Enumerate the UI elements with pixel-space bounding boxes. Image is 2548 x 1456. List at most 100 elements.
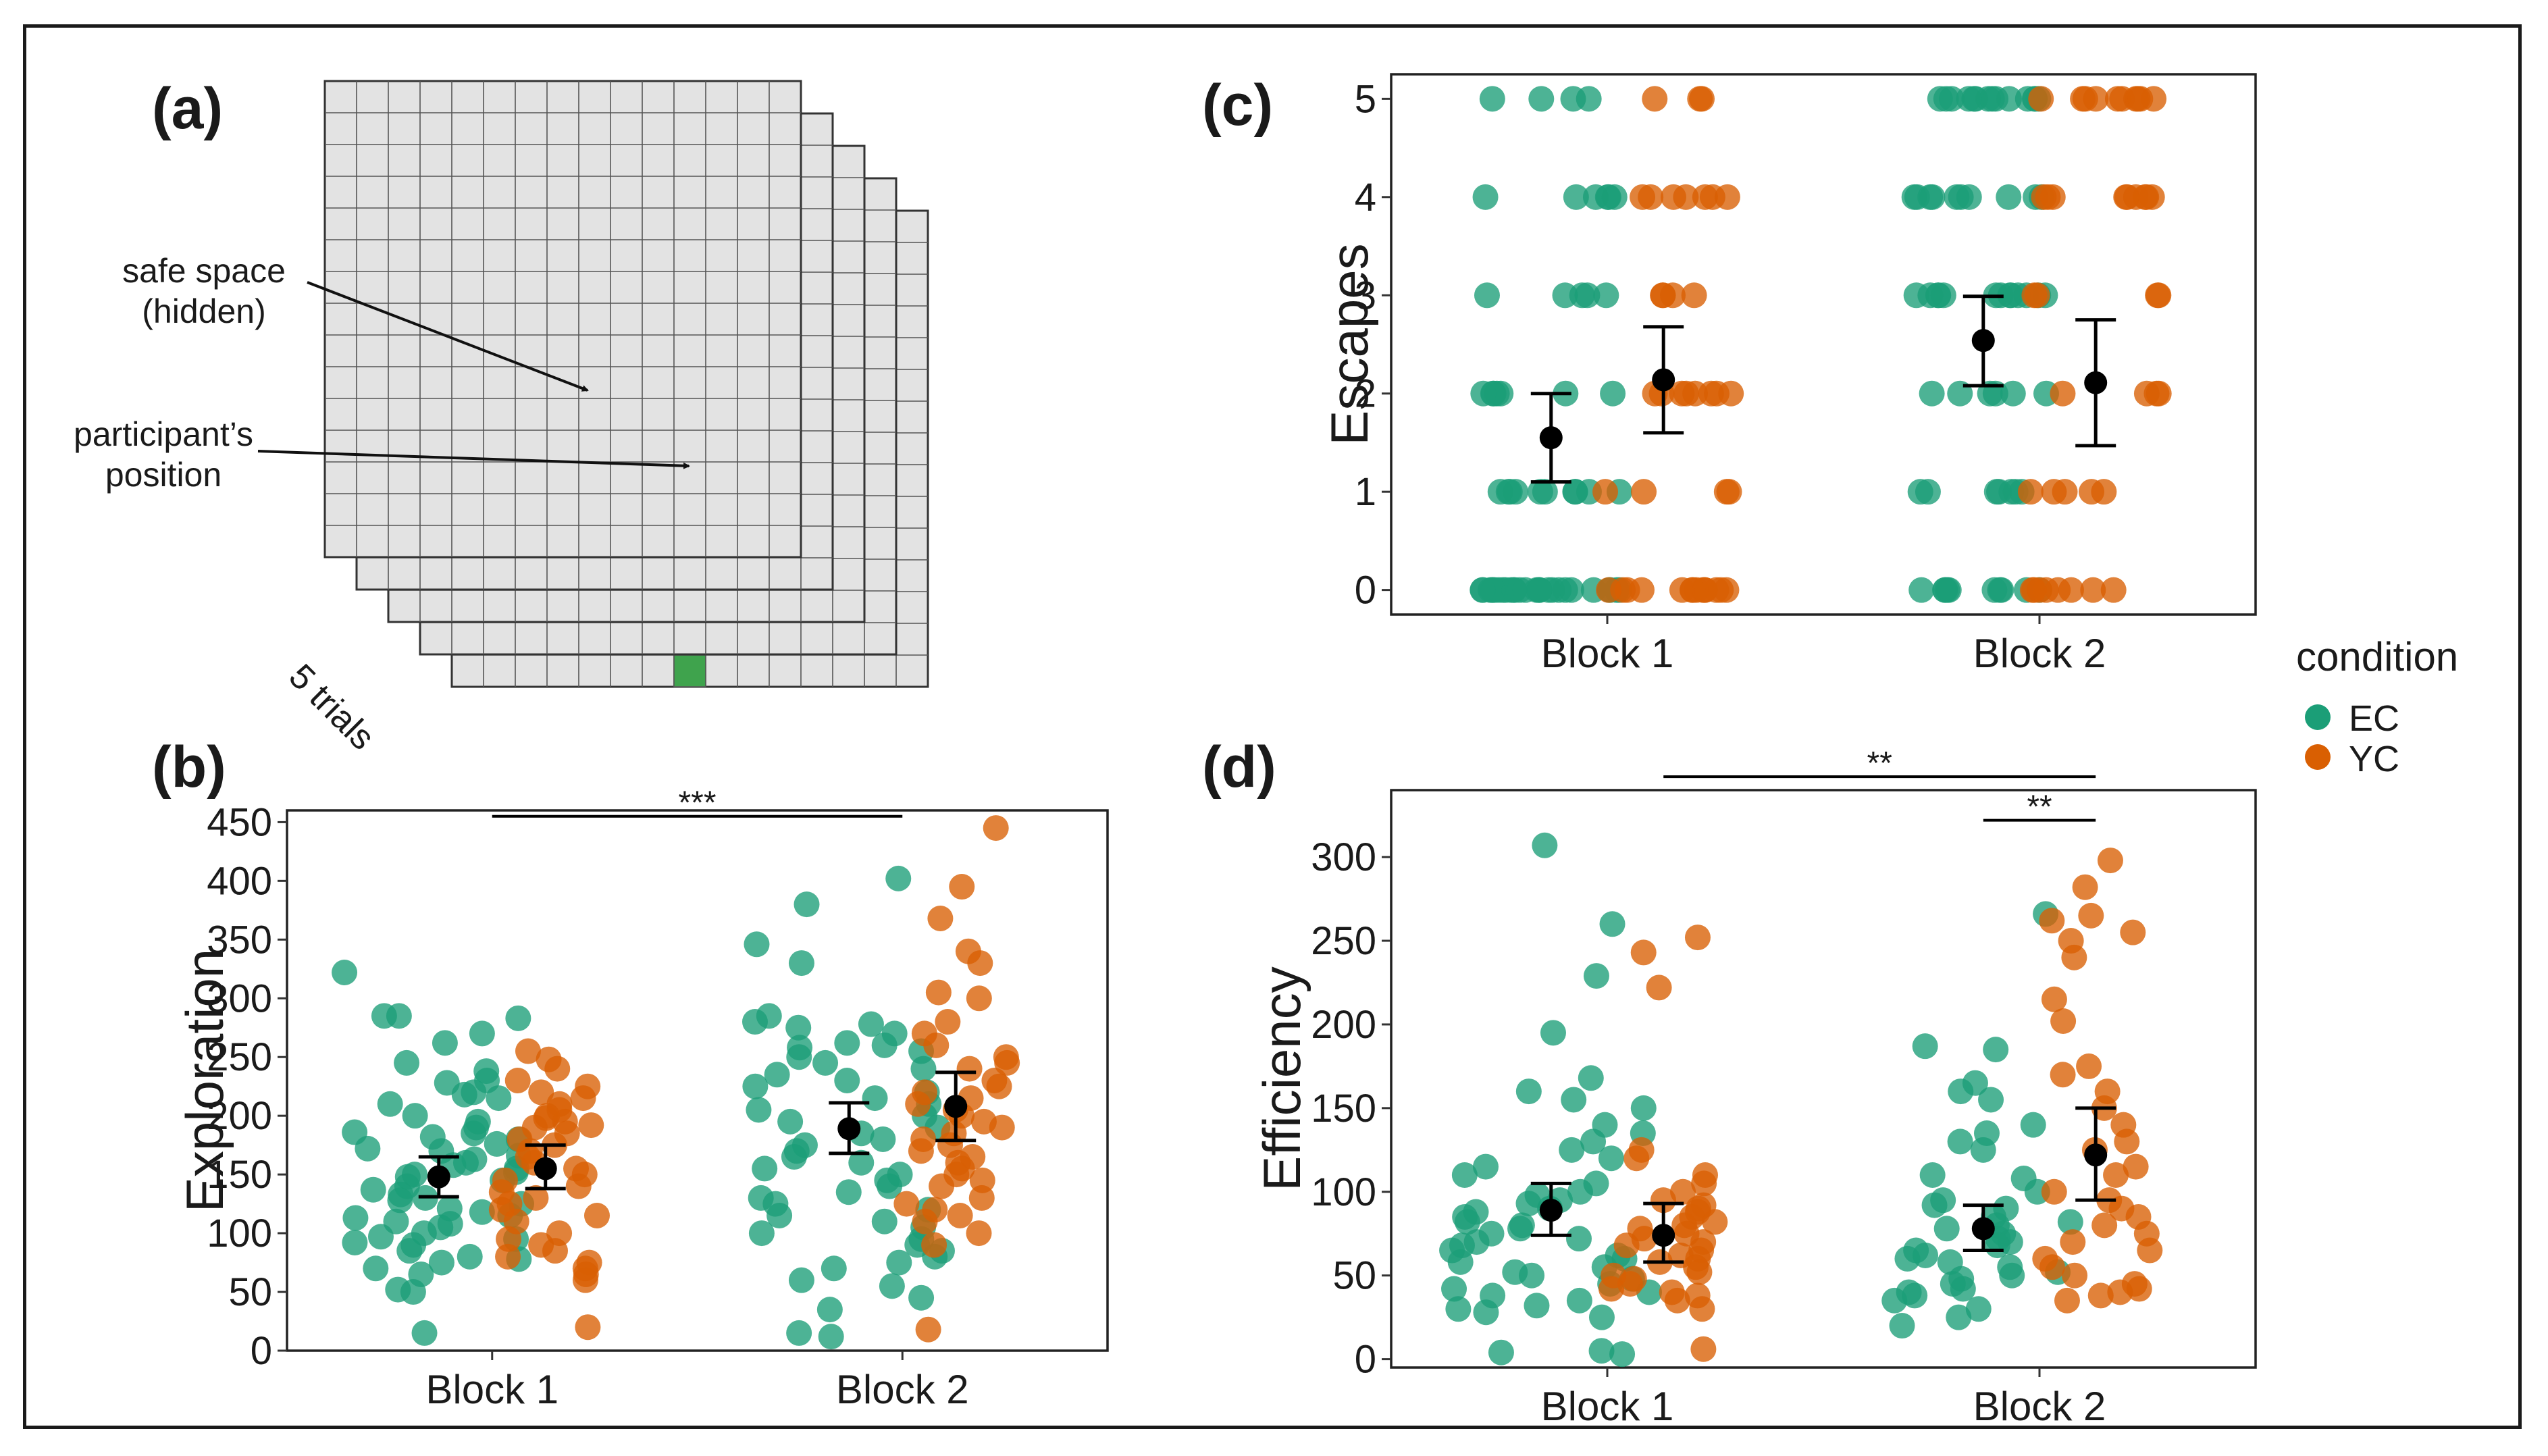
data-point-yc bbox=[2127, 86, 2154, 112]
data-point-ec bbox=[1599, 911, 1626, 937]
data-point-ec bbox=[871, 1208, 898, 1234]
y-tick-label: 2 bbox=[1355, 372, 1376, 416]
data-point-yc bbox=[2017, 479, 2044, 505]
data-point-yc bbox=[967, 950, 993, 977]
data-point-ec bbox=[1988, 577, 2014, 603]
trial-grid-stack bbox=[323, 80, 929, 688]
data-point-yc bbox=[542, 1238, 569, 1264]
data-point-ec bbox=[908, 1284, 935, 1311]
data-point-ec bbox=[1999, 1262, 2025, 1289]
data-point-ec bbox=[777, 1108, 804, 1135]
data-point-ec bbox=[1559, 1137, 1585, 1163]
participant-position-label-2: position bbox=[105, 456, 222, 494]
mean-point bbox=[1971, 329, 1995, 353]
data-point-yc bbox=[1623, 1145, 1650, 1172]
data-point-ec bbox=[332, 960, 358, 985]
data-point-ec bbox=[748, 1220, 775, 1247]
data-point-ec bbox=[484, 1130, 510, 1157]
data-point-ec bbox=[1894, 1245, 1921, 1272]
data-point-ec bbox=[1580, 1128, 1607, 1155]
data-point-yc bbox=[1642, 86, 1668, 112]
data-point-yc bbox=[570, 1085, 596, 1112]
x-tick-label: Block 2 bbox=[1973, 1384, 2106, 1429]
data-point-yc bbox=[1614, 577, 1640, 603]
data-point-yc bbox=[495, 1243, 521, 1270]
data-point-yc bbox=[2072, 86, 2098, 112]
data-point-yc bbox=[923, 1032, 950, 1058]
y-tick-label: 50 bbox=[228, 1270, 272, 1314]
data-point-yc bbox=[2045, 577, 2071, 603]
data-point-ec bbox=[781, 1144, 807, 1170]
data-point-yc bbox=[2120, 919, 2146, 945]
data-point-ec bbox=[486, 1085, 512, 1112]
data-point-yc bbox=[2103, 1162, 2129, 1188]
data-point-ec bbox=[818, 1324, 844, 1350]
data-point-ec bbox=[1561, 1087, 1587, 1113]
figure-frame bbox=[23, 24, 2522, 1429]
data-point-yc bbox=[905, 1091, 931, 1117]
data-point-ec bbox=[1902, 1282, 1928, 1309]
data-point-ec bbox=[848, 1149, 875, 1176]
data-point-ec bbox=[1583, 963, 1609, 989]
y-tick-label: 400 bbox=[207, 859, 272, 903]
data-point-yc bbox=[2104, 86, 2131, 112]
data-point-ec bbox=[816, 1297, 843, 1323]
data-point-ec bbox=[342, 1205, 369, 1231]
data-point-ec bbox=[1908, 577, 1935, 603]
legend-yc-swatch bbox=[2305, 744, 2331, 770]
data-point-yc bbox=[966, 1220, 992, 1247]
mean-point bbox=[1539, 1199, 1563, 1222]
data-point-yc bbox=[968, 1185, 995, 1211]
data-point-ec bbox=[788, 950, 814, 977]
data-point-ec bbox=[1903, 282, 1929, 309]
x-tick-label: Block 2 bbox=[1973, 631, 2106, 676]
data-point-ec bbox=[1950, 1276, 1976, 1302]
data-point-yc bbox=[2039, 908, 2065, 934]
mean-point bbox=[1652, 1224, 1675, 1247]
data-point-yc bbox=[983, 815, 1009, 841]
data-point-yc bbox=[989, 1114, 1015, 1141]
data-point-ec bbox=[1507, 1216, 1534, 1242]
data-point-ec bbox=[788, 1267, 814, 1293]
data-point-ec bbox=[786, 1044, 812, 1070]
data-point-yc bbox=[2080, 577, 2106, 603]
chart-exploration: 0 50 100 150 200 250 300 350 400 450 Block 1 Block … bbox=[175, 785, 1109, 1412]
trial-grid-background bbox=[323, 80, 802, 558]
data-point-ec bbox=[910, 1056, 937, 1082]
y-tick-label: 0 bbox=[1355, 569, 1376, 613]
data-point-ec bbox=[1983, 1037, 2009, 1063]
data-point-ec bbox=[1912, 1033, 1938, 1060]
data-point-ec bbox=[1474, 282, 1500, 309]
data-point-yc bbox=[2146, 380, 2172, 407]
data-point-yc bbox=[893, 1191, 920, 1217]
data-point-ec bbox=[342, 1230, 368, 1255]
y-axis-label: Exploration bbox=[175, 949, 234, 1212]
data-point-yc bbox=[572, 1267, 598, 1293]
y-axis-label: Escapes bbox=[1320, 243, 1379, 445]
data-point-yc bbox=[2041, 479, 2067, 505]
data-point-yc bbox=[949, 874, 975, 900]
data-point-ec bbox=[2057, 1209, 2083, 1235]
data-point-ec bbox=[1593, 282, 1619, 309]
x-tick-label: Block 1 bbox=[1541, 631, 1674, 676]
data-point-ec bbox=[812, 1049, 839, 1076]
data-point-ec bbox=[1907, 479, 1933, 505]
data-point-yc bbox=[1690, 1336, 1717, 1362]
safe-space-arrow bbox=[307, 281, 589, 392]
data-point-yc bbox=[2100, 577, 2127, 603]
data-point-yc bbox=[1692, 184, 1718, 210]
data-point-ec bbox=[766, 1203, 793, 1228]
data-point-ec bbox=[1479, 86, 1505, 112]
data-point-ec bbox=[1881, 1287, 1908, 1314]
data-point-yc bbox=[2123, 1153, 2149, 1180]
trials-label: 5 trials bbox=[282, 656, 382, 757]
legend-yc-label: YC bbox=[2349, 739, 2399, 779]
y-tick-label: 200 bbox=[207, 1094, 272, 1138]
data-point-ec bbox=[1978, 1087, 2004, 1113]
x-tick-label: Block 1 bbox=[1541, 1384, 1674, 1429]
data-point-ec bbox=[1451, 1162, 1478, 1188]
y-tick-label: 1 bbox=[1355, 470, 1376, 514]
y-tick-label: 50 bbox=[1332, 1254, 1376, 1298]
data-point-ec bbox=[870, 1126, 896, 1152]
data-point-ec bbox=[1565, 1226, 1592, 1252]
